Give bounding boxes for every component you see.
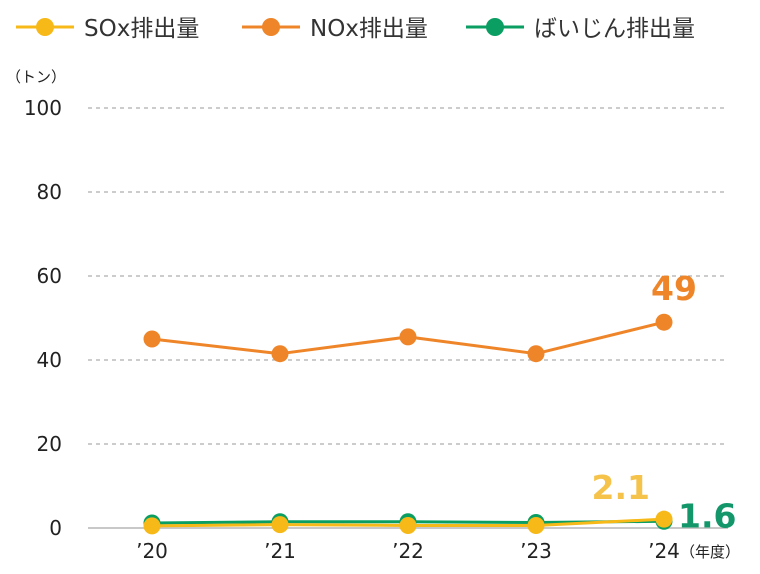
end-value-label: 1.6	[678, 496, 736, 535]
legend-item: SOx排出量	[16, 16, 199, 42]
end-value-label: 49	[651, 269, 697, 308]
gridlines	[88, 107, 728, 529]
data-point	[271, 345, 289, 363]
data-point	[271, 516, 289, 534]
end-value-label: 2.1	[592, 468, 650, 507]
y-tick-label: 40	[37, 348, 62, 372]
legend-marker	[262, 18, 280, 36]
legend-marker	[486, 18, 504, 36]
x-tick-label: ’20	[136, 539, 168, 563]
data-point	[655, 510, 673, 528]
series-group	[143, 313, 673, 535]
series-0	[143, 510, 673, 535]
y-tick-label: 60	[37, 264, 62, 288]
data-point	[399, 516, 417, 534]
end-labels: 2.1 49 1.6	[592, 269, 737, 535]
x-tick-label: ’24	[648, 539, 680, 563]
x-axis-ticks: ’20 ’21 ’22 ’23 ’24	[136, 539, 680, 563]
data-point	[655, 313, 673, 331]
x-axis-unit: （年度）	[680, 543, 740, 561]
x-tick-label: ’21	[264, 539, 296, 563]
data-point	[143, 517, 161, 535]
legend-item: NOx排出量	[242, 16, 428, 42]
y-tick-label: 0	[49, 516, 62, 540]
legend-marker	[36, 18, 54, 36]
legend-label: NOx排出量	[310, 16, 428, 42]
y-tick-label: 20	[37, 432, 62, 456]
legend: SOx排出量 NOx排出量 ばいじん排出量	[16, 16, 695, 42]
x-tick-label: ’23	[520, 539, 552, 563]
data-point	[527, 516, 545, 534]
x-tick-label: ’22	[392, 539, 424, 563]
legend-label: SOx排出量	[84, 16, 199, 42]
data-point	[527, 345, 545, 363]
legend-item: ばいじん排出量	[466, 16, 695, 42]
data-point	[399, 328, 417, 346]
legend-label: ばいじん排出量	[534, 16, 695, 42]
data-point	[143, 330, 161, 348]
y-tick-label: 100	[24, 96, 62, 120]
y-axis-ticks: 0 20 40 60 80 100	[24, 96, 62, 540]
y-axis-unit: （トン）	[6, 68, 66, 86]
y-tick-label: 80	[37, 180, 62, 204]
series-1	[143, 313, 673, 363]
